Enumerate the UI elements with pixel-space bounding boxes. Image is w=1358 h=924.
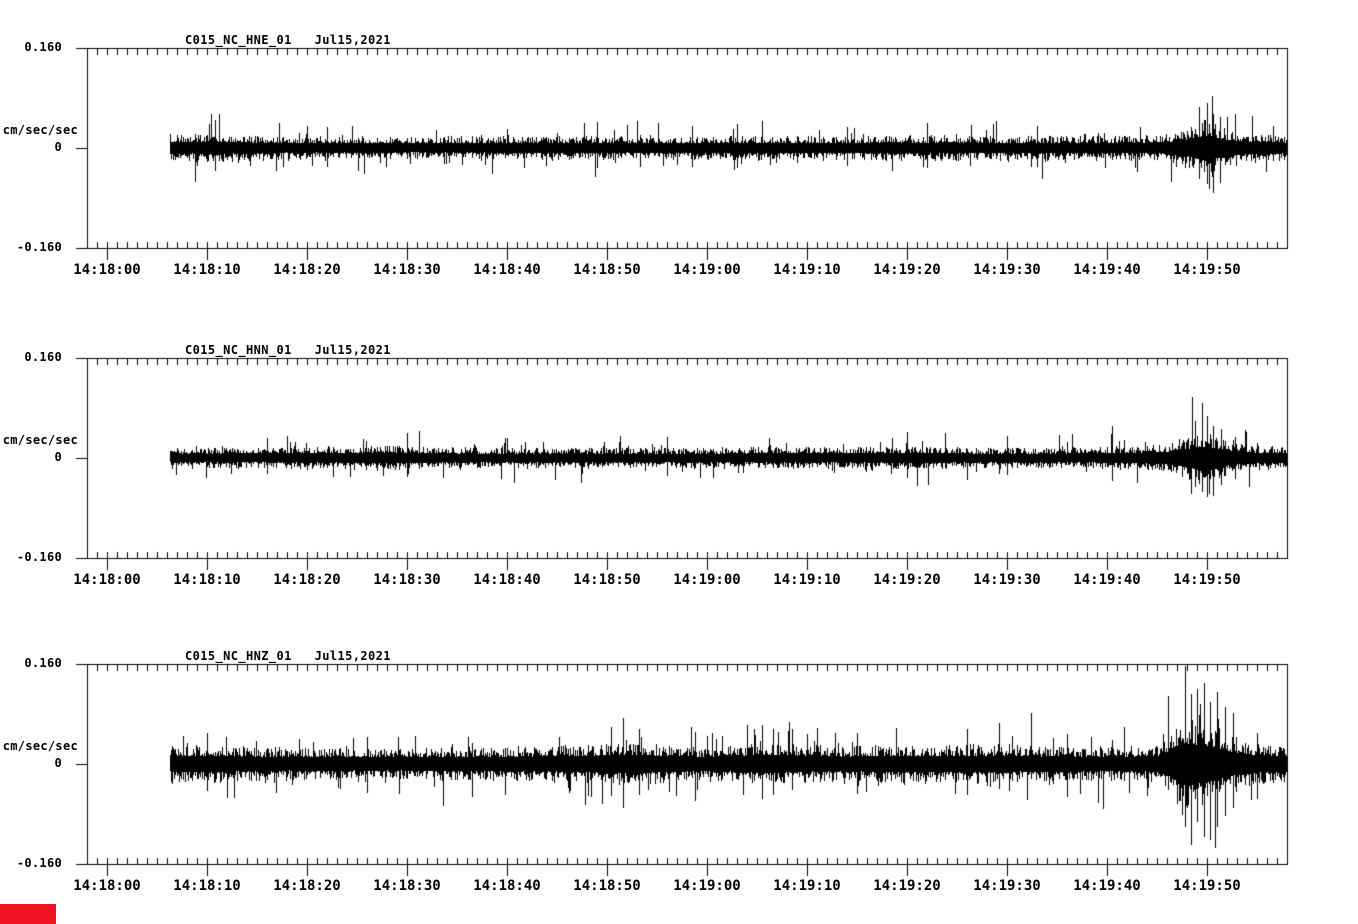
waveform-trace-hnn <box>70 348 1300 578</box>
y-tick-label-top: 0.160 <box>24 40 62 54</box>
y-axis-units-label: cm/sec/sec <box>2 123 78 137</box>
x-tick-label: 14:18:40 <box>473 878 541 894</box>
x-tick-label: 14:18:00 <box>73 572 141 588</box>
x-tick-label: 14:18:30 <box>373 262 441 278</box>
y-tick-label-zero: 0 <box>54 140 62 154</box>
y-tick-label-top: 0.160 <box>24 656 62 670</box>
x-tick-label: 14:18:20 <box>273 572 341 588</box>
waveform-trace-hne <box>70 38 1300 268</box>
x-tick-label: 14:18:10 <box>173 572 241 588</box>
x-tick-label: 14:19:40 <box>1073 262 1141 278</box>
x-tick-label: 14:18:20 <box>273 262 341 278</box>
x-tick-label: 14:19:30 <box>973 262 1041 278</box>
y-axis-units-label: cm/sec/sec <box>2 739 78 753</box>
x-tick-label: 14:18:00 <box>73 262 141 278</box>
x-tick-label: 14:19:10 <box>773 878 841 894</box>
x-tick-label: 14:19:50 <box>1173 878 1241 894</box>
y-tick-label-top: 0.160 <box>24 350 62 364</box>
x-tick-label: 14:19:30 <box>973 878 1041 894</box>
x-tick-label: 14:19:00 <box>673 262 741 278</box>
x-tick-label: 14:18:40 <box>473 572 541 588</box>
x-tick-label: 14:19:00 <box>673 572 741 588</box>
x-tick-label: 14:18:00 <box>73 878 141 894</box>
y-tick-label-zero: 0 <box>54 756 62 770</box>
x-tick-label: 14:18:50 <box>573 878 641 894</box>
x-tick-label: 14:18:40 <box>473 262 541 278</box>
x-tick-label: 14:19:50 <box>1173 572 1241 588</box>
y-tick-label-bottom: -0.160 <box>16 550 62 564</box>
x-tick-label: 14:18:30 <box>373 572 441 588</box>
x-tick-label: 14:19:00 <box>673 878 741 894</box>
x-tick-label: 14:18:30 <box>373 878 441 894</box>
x-tick-label: 14:18:10 <box>173 878 241 894</box>
y-axis-units-label: cm/sec/sec <box>2 433 78 447</box>
x-tick-label: 14:19:30 <box>973 572 1041 588</box>
x-tick-label: 14:19:20 <box>873 262 941 278</box>
y-tick-label-bottom: -0.160 <box>16 856 62 870</box>
x-tick-label: 14:19:10 <box>773 262 841 278</box>
y-tick-label-zero: 0 <box>54 450 62 464</box>
x-tick-label: 14:18:10 <box>173 262 241 278</box>
y-tick-label-bottom: -0.160 <box>16 240 62 254</box>
x-tick-label: 14:18:50 <box>573 572 641 588</box>
x-tick-label: 14:18:20 <box>273 878 341 894</box>
x-tick-label: 14:19:40 <box>1073 572 1141 588</box>
x-tick-label: 14:19:40 <box>1073 878 1141 894</box>
x-tick-label: 14:19:10 <box>773 572 841 588</box>
waveform-trace-hnz <box>70 654 1300 884</box>
red-marker <box>0 904 56 924</box>
x-tick-label: 14:19:50 <box>1173 262 1241 278</box>
x-tick-label: 14:18:50 <box>573 262 641 278</box>
x-tick-label: 14:19:20 <box>873 572 941 588</box>
x-tick-label: 14:19:20 <box>873 878 941 894</box>
